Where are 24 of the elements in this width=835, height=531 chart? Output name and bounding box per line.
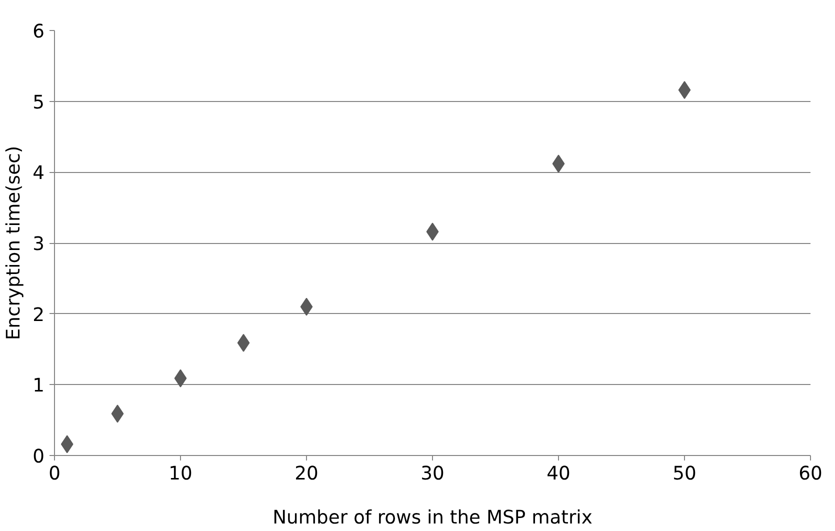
x-tick-label: 60 bbox=[798, 464, 822, 484]
point bbox=[60, 435, 74, 454]
point bbox=[111, 404, 124, 423]
x-tick-label: 20 bbox=[294, 464, 318, 484]
x-tick-label: 0 bbox=[48, 464, 60, 484]
point bbox=[237, 334, 250, 352]
y-tick-label: 0 bbox=[32, 446, 45, 468]
y-axis-title: Encryption time(sec) bbox=[4, 146, 25, 340]
y-tick-label: 2 bbox=[32, 304, 45, 326]
x-axis-title: Number of rows in the MSP matrix bbox=[272, 508, 592, 528]
x-tick-label: 10 bbox=[168, 464, 192, 484]
point bbox=[678, 81, 691, 99]
point bbox=[426, 222, 439, 241]
x-tick-label: 30 bbox=[420, 464, 444, 484]
point bbox=[552, 154, 565, 173]
y-tick-label: 6 bbox=[32, 22, 45, 42]
y-tick-label: 3 bbox=[32, 234, 45, 255]
x-tick-label: 40 bbox=[546, 464, 570, 484]
x-tick-label: 50 bbox=[672, 464, 696, 484]
y-tick-label: 4 bbox=[32, 163, 45, 184]
y-tick-label: 5 bbox=[32, 92, 45, 114]
point bbox=[174, 369, 187, 388]
y-tick-label: 1 bbox=[32, 376, 45, 397]
point bbox=[300, 298, 313, 316]
